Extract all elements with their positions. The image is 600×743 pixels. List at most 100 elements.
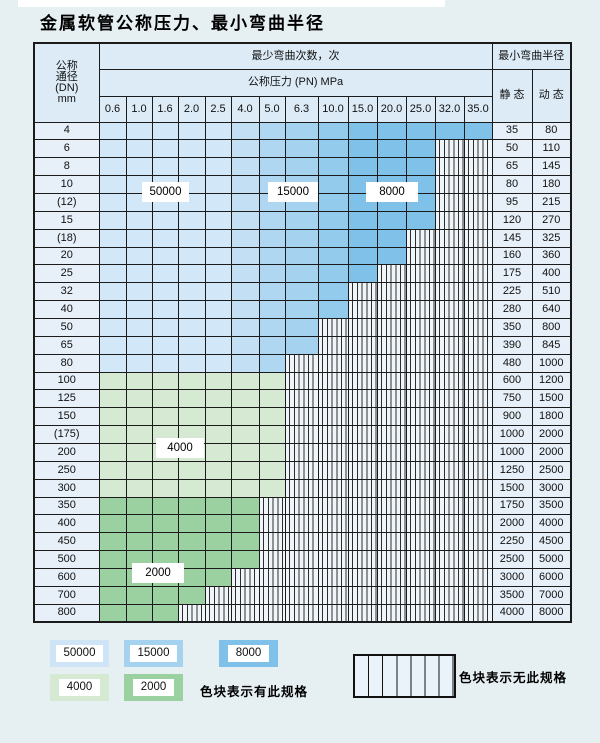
dynamic-value-cell: 510 <box>531 282 572 302</box>
dynamic-value-cell: 8000 <box>531 603 572 623</box>
no-spec-cell <box>258 550 286 569</box>
spec-cell <box>177 532 206 552</box>
dn-cell: 450 <box>33 532 100 552</box>
no-spec-cell <box>347 603 378 623</box>
spec-cell <box>204 514 232 534</box>
spec-cell <box>98 335 127 355</box>
spec-cell <box>98 192 127 212</box>
no-spec-cell <box>317 603 349 623</box>
header-pn-35.0: 35.0 <box>463 95 493 123</box>
dn-cell: 8 <box>33 157 100 177</box>
table-row-600: 600 3000 6000 <box>33 567 572 587</box>
no-spec-cell <box>463 139 493 159</box>
no-spec-cell <box>463 210 493 230</box>
header-pn-2.0: 2.0 <box>177 95 206 123</box>
static-value-cell: 225 <box>491 282 533 302</box>
legend-swatch-2000: 2000 <box>124 674 183 701</box>
dynamic-value-cell: 80 <box>531 121 572 141</box>
no-spec-cell <box>434 585 465 605</box>
header-pn-32.0: 32.0 <box>434 95 465 123</box>
spec-cell <box>347 210 378 230</box>
dynamic-value-cell: 360 <box>531 246 572 266</box>
no-spec-cell <box>405 264 436 284</box>
spec-cell <box>98 175 127 194</box>
spec-cell <box>317 282 349 302</box>
spec-cell <box>405 210 436 230</box>
spec-cell <box>98 371 127 391</box>
zone-label-2000: 2000 <box>132 563 184 583</box>
spec-cell <box>230 425 260 444</box>
spec-cell <box>317 139 349 159</box>
no-spec-cell <box>463 282 493 302</box>
spec-cell <box>258 282 286 302</box>
spec-cell <box>230 514 260 534</box>
spec-cell <box>98 282 127 302</box>
spec-cell <box>204 496 232 516</box>
no-spec-cell <box>405 567 436 587</box>
no-spec-cell <box>376 300 407 319</box>
no-spec-cell <box>405 389 436 409</box>
header-pn-25.0: 25.0 <box>405 95 436 123</box>
spec-cell <box>258 210 286 230</box>
spec-cell <box>317 192 349 212</box>
no-spec-cell <box>376 496 407 516</box>
spec-cell <box>125 353 153 373</box>
spec-cell <box>347 139 378 159</box>
dynamic-value-cell: 845 <box>531 335 572 355</box>
table-row-400: 400 2000 4000 <box>33 514 572 534</box>
static-value-cell: 65 <box>491 157 533 177</box>
spec-cell <box>376 121 407 141</box>
static-value-cell: 750 <box>491 389 533 409</box>
no-spec-cell <box>347 585 378 605</box>
spec-cell <box>125 246 153 266</box>
no-spec-cell <box>376 585 407 605</box>
spec-cell <box>151 300 179 319</box>
no-spec-cell <box>347 282 378 302</box>
no-spec-cell <box>284 478 319 498</box>
table-row-(18): (18) 145 325 <box>33 228 572 248</box>
legend-swatch-4000: 4000 <box>50 674 109 701</box>
no-spec-cell <box>463 478 493 498</box>
no-spec-cell <box>405 353 436 373</box>
no-spec-cell <box>463 335 493 355</box>
no-spec-cell <box>405 246 436 266</box>
no-spec-cell <box>258 585 286 605</box>
dn-cell: 700 <box>33 585 100 605</box>
no-spec-cell <box>376 425 407 444</box>
no-spec-cell <box>463 371 493 391</box>
dn-cell: 50 <box>33 317 100 337</box>
spec-cell <box>284 157 319 177</box>
spec-cell <box>204 157 232 177</box>
spec-cell <box>258 442 286 462</box>
static-value-cell: 160 <box>491 246 533 266</box>
spec-cell <box>204 210 232 230</box>
header-bend-radius: 最小弯曲半径 <box>491 42 572 70</box>
spec-cell <box>258 460 286 480</box>
spec-cell <box>347 157 378 177</box>
legend-no-spec-note: 色块表示无此规格 <box>459 671 568 685</box>
no-spec-cell <box>463 425 493 444</box>
spec-cell <box>98 121 127 141</box>
table-row-500: 500 2500 5000 <box>33 550 572 569</box>
table-row-250: 250 1250 2500 <box>33 460 572 480</box>
spec-cell <box>317 121 349 141</box>
spec-cell <box>258 228 286 248</box>
page-title: 金属软管公称压力、最小弯曲半径 <box>40 14 325 34</box>
spec-cell <box>177 246 206 266</box>
spec-cell <box>204 192 232 212</box>
spec-cell <box>317 264 349 284</box>
no-spec-cell <box>317 353 349 373</box>
spec-cell <box>284 210 319 230</box>
spec-cell <box>151 246 179 266</box>
spec-cell <box>177 264 206 284</box>
no-spec-cell <box>347 371 378 391</box>
spec-cell <box>347 246 378 266</box>
table-row-(175): (175) 1000 2000 <box>33 425 572 444</box>
spec-cell <box>98 425 127 444</box>
header-pn-4.0: 4.0 <box>230 95 260 123</box>
spec-cell <box>204 442 232 462</box>
legend-value-2000: 2000 <box>132 679 175 696</box>
no-spec-cell <box>317 550 349 569</box>
spec-cell <box>463 121 493 141</box>
spec-cell <box>230 317 260 337</box>
